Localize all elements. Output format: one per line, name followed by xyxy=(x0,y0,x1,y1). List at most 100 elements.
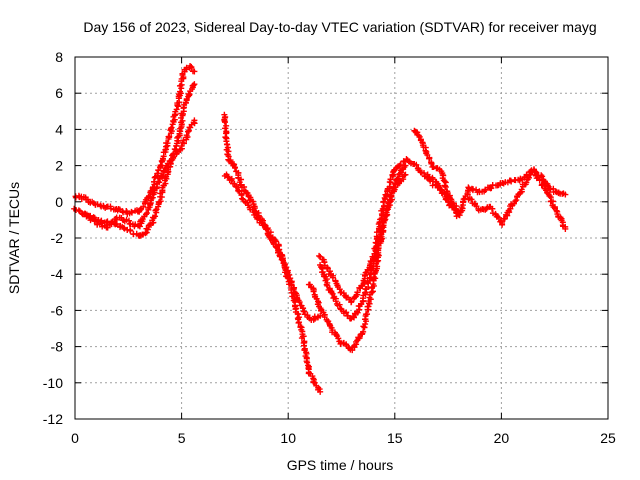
data-point xyxy=(343,309,350,316)
x-tick-label: 15 xyxy=(387,430,403,446)
data-point xyxy=(389,188,396,195)
data-point xyxy=(275,246,282,253)
data-point xyxy=(360,328,367,335)
x-tick-label: 0 xyxy=(71,430,79,446)
data-point xyxy=(518,186,525,193)
data-point xyxy=(188,64,195,71)
data-point xyxy=(183,132,190,139)
y-tick-label: -10 xyxy=(43,375,63,391)
data-point xyxy=(531,167,538,174)
series-track-1 xyxy=(72,62,198,217)
data-point xyxy=(225,174,232,181)
data-point xyxy=(296,299,303,306)
data-point xyxy=(468,196,475,203)
y-tick-label: -2 xyxy=(51,230,64,246)
data-point xyxy=(191,68,198,75)
data-point xyxy=(298,335,305,342)
data-point xyxy=(143,210,150,217)
data-point xyxy=(239,195,246,202)
data-point xyxy=(140,203,147,210)
data-point xyxy=(127,227,134,234)
data-point xyxy=(310,288,317,295)
data-point xyxy=(107,205,114,212)
data-point xyxy=(145,222,152,229)
data-point xyxy=(317,312,324,319)
data-point xyxy=(164,140,171,147)
data-point xyxy=(546,193,553,200)
y-tick-label: -8 xyxy=(51,339,64,355)
data-point xyxy=(231,161,238,168)
series-track-11 xyxy=(465,166,569,232)
data-point xyxy=(132,221,139,228)
data-point xyxy=(512,198,519,205)
data-point xyxy=(348,299,355,306)
data-point xyxy=(168,124,175,131)
data-point xyxy=(426,155,433,162)
y-tick-label: 6 xyxy=(55,85,63,101)
data-point xyxy=(349,313,356,320)
data-point xyxy=(234,184,241,191)
data-point xyxy=(356,335,363,342)
data-point xyxy=(160,168,167,175)
data-point xyxy=(152,207,159,214)
data-point xyxy=(228,177,235,184)
data-point xyxy=(536,177,543,184)
data-point xyxy=(495,214,502,221)
data-point xyxy=(191,117,198,124)
data-point xyxy=(387,192,394,199)
data-point xyxy=(177,88,184,95)
data-point xyxy=(336,301,343,308)
data-point xyxy=(438,190,445,197)
data-point xyxy=(402,171,409,178)
data-point xyxy=(413,161,420,168)
data-point xyxy=(137,206,144,213)
data-point xyxy=(222,125,229,132)
data-point xyxy=(340,340,347,347)
y-tick-label: 2 xyxy=(55,158,63,174)
data-point xyxy=(264,225,271,232)
data-point xyxy=(279,257,286,264)
data-point xyxy=(562,191,569,198)
data-point xyxy=(267,229,274,236)
data-point xyxy=(547,186,554,193)
data-point xyxy=(287,275,294,282)
data-point xyxy=(75,207,82,214)
x-tick-label: 10 xyxy=(280,430,296,446)
data-point xyxy=(513,197,520,204)
axes: 0 5 10 15 20 25 -12 -10 -8 -6 -4 -2 0 2 4 6 8 xyxy=(43,49,616,446)
data-point xyxy=(523,179,530,186)
data-point xyxy=(562,225,569,232)
series-track-10 xyxy=(424,167,569,220)
x-tick-label: 25 xyxy=(600,430,616,446)
data-point xyxy=(120,224,127,231)
data-point xyxy=(227,157,234,164)
chart-title: Day 156 of 2023, Sidereal Day-to-day VTE… xyxy=(83,19,596,35)
data-point xyxy=(316,252,323,259)
data-point xyxy=(488,185,495,192)
data-point xyxy=(171,146,178,153)
data-point xyxy=(148,195,155,202)
data-point xyxy=(157,162,164,169)
data-point xyxy=(290,285,297,292)
data-point xyxy=(395,175,402,182)
data-point xyxy=(508,178,515,185)
data-point xyxy=(232,164,239,171)
data-point xyxy=(402,162,409,169)
data-point xyxy=(369,288,376,295)
data-point xyxy=(152,213,159,220)
data-point xyxy=(128,209,135,216)
data-point xyxy=(142,211,149,218)
data-point xyxy=(354,289,361,296)
series-track-4 xyxy=(221,111,324,395)
series-track-3 xyxy=(82,117,198,231)
y-axis-label: SDTVAR / TECUs xyxy=(6,182,22,294)
data-point xyxy=(272,237,279,244)
data-point xyxy=(166,133,173,140)
y-tick-label: 8 xyxy=(55,49,63,65)
data-point xyxy=(442,184,449,191)
data-point xyxy=(392,180,399,187)
y-tick-label: -6 xyxy=(51,302,64,318)
data-point xyxy=(389,172,396,178)
x-tick-label: 5 xyxy=(178,430,186,446)
